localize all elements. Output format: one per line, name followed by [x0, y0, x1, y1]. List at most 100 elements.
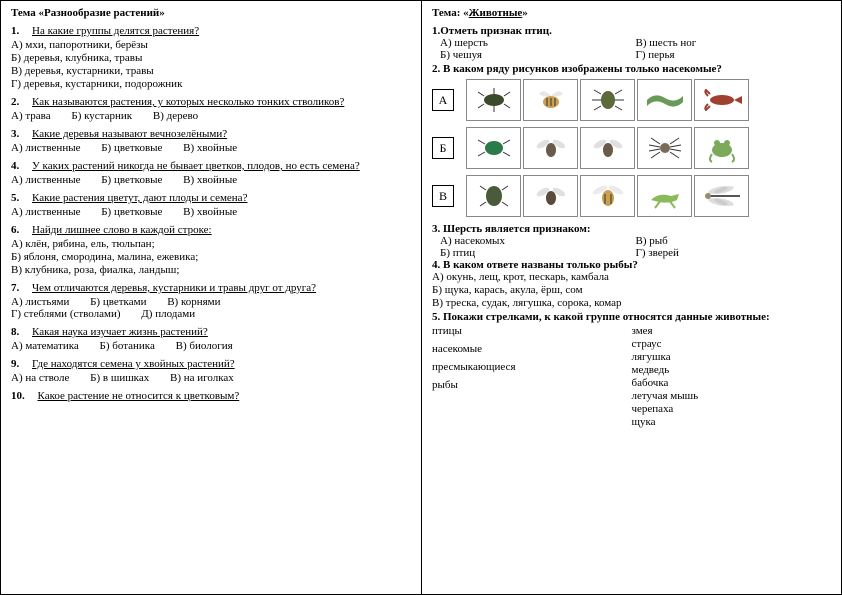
- image-row-a: А: [432, 79, 831, 121]
- left-column: Тема «Разнообразие растений» 1. На какие…: [0, 0, 421, 595]
- wasp-icon: [580, 175, 635, 217]
- q4-a: А) лиственные: [11, 174, 80, 186]
- q10: 10. Какое растение не относится к цветко…: [11, 390, 411, 402]
- q7-c: В) корнями: [167, 296, 220, 308]
- q1-num: 1.: [11, 25, 19, 37]
- right-column: Тема: «Животные» 1.Отметь признак птиц. …: [421, 0, 842, 595]
- row-a-label: А: [432, 89, 454, 111]
- beetle-c-icon: [466, 175, 521, 217]
- q3-num: 3.: [11, 128, 19, 140]
- theme-suffix: »: [159, 7, 165, 19]
- q9-b: Б) в шишках: [90, 372, 149, 384]
- rq1-c: В) шесть ног: [636, 37, 832, 49]
- q3: 3. Какие деревья называют вечнозелёными?: [11, 128, 411, 140]
- q6-b: Б) яблоня, смородина, малина, ежевика;: [11, 251, 411, 263]
- rq3-num: 3.: [432, 223, 440, 235]
- q2-num: 2.: [11, 96, 19, 108]
- match-right-7: черепаха: [632, 403, 832, 415]
- q7-e: Д) плодами: [141, 308, 195, 320]
- q9-answers: А) на стволе Б) в шишках В) на иголках: [11, 372, 411, 384]
- q8-b: Б) ботаника: [100, 340, 155, 352]
- theme-text: Животные: [469, 7, 523, 19]
- theme-suffix: »: [522, 7, 528, 19]
- match-left-1: птицы: [432, 325, 632, 337]
- q6-c: В) клубника, роза, фиалка, ландыш;: [11, 264, 411, 276]
- q5-b: Б) цветковые: [101, 206, 162, 218]
- rq1-b: Б) чешуя: [440, 49, 636, 61]
- q6-a: А) клён, рябина, ель, тюльпан;: [11, 238, 411, 250]
- q9: 9. Где находятся семена у хвойных растен…: [11, 358, 411, 370]
- green-beetle-icon: [466, 127, 521, 169]
- rq1-a: А) шерсть: [440, 37, 636, 49]
- insect-bee-icon: [523, 79, 578, 121]
- rq3-d: Г) зверей: [636, 247, 832, 259]
- q4-c: В) хвойные: [183, 174, 237, 186]
- q9-c: В) на иголках: [170, 372, 234, 384]
- q8-num: 8.: [11, 326, 19, 338]
- image-row-c: В: [432, 175, 831, 217]
- rq1-d: Г) перья: [636, 49, 832, 61]
- q9-text: Где находятся семена у хвойных растений?: [32, 358, 235, 370]
- fly-a-icon: [523, 127, 578, 169]
- match-left-4: рыбы: [432, 379, 632, 391]
- q6-text: Найди лишнее слово в каждой строке:: [32, 224, 212, 236]
- q7-b: Б) цветками: [90, 296, 146, 308]
- row-b-label: Б: [432, 137, 454, 159]
- q7-text: Чем отличаются деревья, кустарники и тра…: [32, 282, 316, 294]
- q6: 6. Найди лишнее слово в каждой строке:: [11, 224, 411, 236]
- match-right-4: медведь: [632, 364, 832, 376]
- rq3-answers: А) насекомых Б) птиц В) рыб Г) зверей: [432, 235, 831, 259]
- theme-text: Разнообразие растений: [44, 7, 159, 19]
- theme-prefix: Тема: «: [432, 7, 469, 19]
- insect-bug-icon: [580, 79, 635, 121]
- rq3-a: А) насекомых: [440, 235, 636, 247]
- q9-num: 9.: [11, 358, 19, 370]
- frog-icon: [694, 127, 749, 169]
- q8-c: В) биология: [176, 340, 233, 352]
- spider-icon: [637, 127, 692, 169]
- q1-a: А) мхи, папоротники, берёзы: [11, 39, 411, 51]
- q4-answers: А) лиственные Б) цветковые В) хвойные: [11, 174, 411, 186]
- q6-num: 6.: [11, 224, 19, 236]
- rq4-answers: А) окунь, лещ, крот, пескарь, камбала Б)…: [432, 271, 831, 309]
- q10-text: Какое растение не относится к цветковым?: [38, 390, 240, 402]
- q8: 8. Какая наука изучает жизнь растений?: [11, 326, 411, 338]
- q5-text: Какие растения цветут, дают плоды и семе…: [32, 192, 247, 204]
- q4-text: У каких растений никогда не бывает цветк…: [32, 160, 360, 172]
- q7-d: Г) стеблями (стволами): [11, 308, 121, 320]
- row-c-label: В: [432, 185, 454, 207]
- lizard-icon: [637, 79, 692, 121]
- match-left-3: пресмыкающиеся: [432, 361, 632, 373]
- q1-d: Г) деревья, кустарники, подорожник: [11, 78, 411, 90]
- insect-beetle-icon: [466, 79, 521, 121]
- rq5: 5. Покажи стрелками, к какой группе отно…: [432, 311, 831, 323]
- rq1: 1.Отметь признак птиц.: [432, 25, 831, 37]
- fly-b-icon: [580, 127, 635, 169]
- q1-c: В) деревья, кустарники, травы: [11, 65, 411, 77]
- q10-num: 10.: [11, 390, 25, 402]
- rq3: 3. Шерсть является признаком:: [432, 223, 831, 235]
- q1-text: На какие группы делятся растения?: [32, 25, 199, 37]
- q7-answers: А) листьями Б) цветками В) корнями Г) ст…: [11, 296, 411, 320]
- rq2-text: В каком ряду рисунков изображены только …: [443, 63, 722, 75]
- rq1-answers: А) шерсть Б) чешуя В) шесть ног Г) перья: [432, 37, 831, 61]
- q2: 2. Как называются растения, у которых не…: [11, 96, 411, 108]
- q4-b: Б) цветковые: [101, 174, 162, 186]
- q5-answers: А) лиственные Б) цветковые В) хвойные: [11, 206, 411, 218]
- rq2: 2. В каком ряду рисунков изображены толь…: [432, 63, 831, 75]
- rq4: 4. В каком ответе названы только рыбы?: [432, 259, 831, 271]
- q7-num: 7.: [11, 282, 19, 294]
- rq4-num: 4.: [432, 259, 440, 271]
- q1: 1. На какие группы делятся растения?: [11, 25, 411, 37]
- rq3-b: Б) птиц: [440, 247, 636, 259]
- rq3-text: Шерсть является признаком:: [443, 223, 591, 235]
- q3-text: Какие деревья называют вечнозелёными?: [32, 128, 227, 140]
- q1-b: Б) деревья, клубника, травы: [11, 52, 411, 64]
- match-right-5: бабочка: [632, 377, 832, 389]
- crayfish-icon: [694, 79, 749, 121]
- left-theme: Тема «Разнообразие растений»: [11, 7, 411, 19]
- q2-answers: А) трава Б) кустарник В) дерево: [11, 110, 411, 122]
- match-left-2: насекомые: [432, 343, 632, 355]
- q3-c: В) хвойные: [183, 142, 237, 154]
- right-theme: Тема: «Животные»: [432, 7, 831, 19]
